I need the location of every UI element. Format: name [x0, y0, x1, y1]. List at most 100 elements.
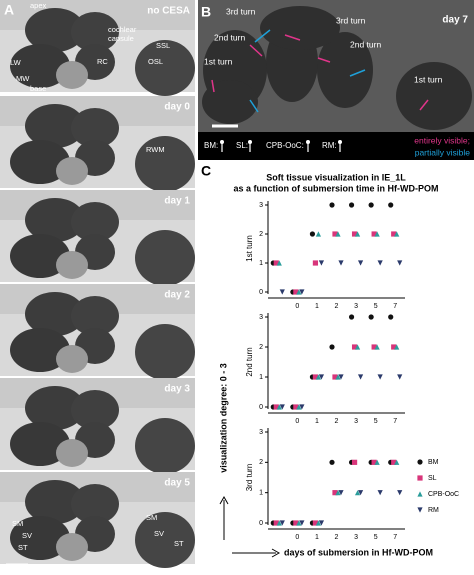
legend-label: CPB-OoC: — [266, 141, 304, 150]
visibility-key: partially visible — [415, 147, 471, 157]
data-point — [371, 344, 377, 350]
data-point — [293, 289, 299, 295]
chart-title: Soft tissue visualization in IE_1L — [266, 172, 406, 182]
arrow — [419, 99, 429, 111]
cochlea-turn — [135, 418, 195, 474]
cochlea-turn — [25, 104, 85, 148]
x-tick-label: 2 — [335, 418, 339, 425]
data-point — [394, 459, 400, 465]
data-point — [348, 202, 355, 208]
data-point — [351, 459, 358, 465]
arrow — [211, 79, 215, 93]
cochlea-turn — [25, 198, 85, 242]
data-point — [293, 520, 299, 526]
data-point — [318, 520, 325, 526]
data-point — [351, 344, 358, 350]
data-point — [338, 374, 344, 380]
data-point — [273, 520, 279, 526]
annotation: OSL — [148, 57, 163, 66]
subplot-title: 3rd turn — [245, 464, 254, 492]
y-tick-label: 2 — [259, 344, 263, 351]
cochlea-turn — [317, 32, 373, 108]
cochlea-turn — [10, 234, 70, 278]
arrow — [249, 44, 263, 57]
data-point — [273, 260, 279, 266]
x-tick-label: 7 — [393, 303, 397, 310]
x-tick-label: 1 — [315, 303, 319, 310]
x-tick-label: 2 — [335, 303, 339, 310]
data-point — [332, 490, 338, 496]
annotation: base — [30, 84, 46, 93]
x-tick-label: 3 — [354, 534, 358, 541]
data-point — [299, 289, 305, 295]
legend-label: BM — [428, 459, 439, 466]
data-point — [374, 231, 380, 237]
panel-label: no CESA — [147, 6, 190, 17]
cochlea-turn — [10, 44, 70, 88]
y-tick-label: 3 — [259, 314, 263, 321]
x-tick-label: 0 — [295, 534, 299, 541]
data-point — [388, 314, 394, 320]
cochlea-turn — [71, 108, 119, 148]
data-point — [273, 404, 279, 410]
x-tick-label: 0 — [295, 303, 299, 310]
data-point — [351, 231, 358, 237]
panel-letter: B — [201, 4, 211, 20]
legend-icon — [306, 140, 310, 144]
data-point — [377, 374, 383, 380]
data-point — [397, 260, 403, 266]
data-point — [276, 404, 282, 410]
panel-label: day 1 — [164, 196, 190, 207]
annotation: RC — [97, 57, 108, 66]
annotation: 3rd turn — [226, 6, 256, 16]
modiolus — [56, 61, 88, 89]
data-point — [397, 374, 403, 380]
annotation: SM — [146, 513, 157, 522]
cochlea-turn — [10, 422, 70, 466]
data-point — [357, 490, 364, 496]
annotation: MW — [16, 74, 30, 83]
arrow — [349, 69, 366, 77]
data-point — [296, 404, 302, 410]
panel-label: day 0 — [164, 102, 190, 113]
annotation: ST — [18, 543, 28, 552]
legend-label: CPB-OoC — [428, 491, 459, 498]
arrow — [317, 57, 331, 63]
annotation: LW — [10, 58, 22, 67]
legend-marker — [417, 475, 423, 481]
data-point — [329, 459, 335, 465]
data-point — [279, 520, 285, 526]
y-tick-label: 3 — [259, 429, 263, 436]
data-point — [368, 202, 374, 208]
x-tick-label: 7 — [393, 534, 397, 541]
data-point — [391, 231, 397, 237]
cochlea-turn — [71, 390, 119, 430]
data-point — [293, 404, 299, 410]
legend-marker — [417, 459, 423, 465]
cochlea-turn — [396, 62, 472, 130]
annotation: 2nd turn — [214, 32, 245, 42]
legend-marker — [417, 507, 423, 513]
cochlea-turn — [260, 6, 340, 50]
chart-title: as a function of submersion time in Hf-W… — [233, 183, 438, 193]
data-point — [388, 202, 394, 208]
x-tick-label: 2 — [335, 534, 339, 541]
cochlea-turn — [71, 484, 119, 524]
cochlea-turn — [135, 512, 195, 568]
data-point — [374, 344, 380, 350]
panel-label: day 7 — [442, 15, 468, 26]
legend-band — [198, 132, 474, 160]
data-point — [371, 231, 377, 237]
cochlea-turn — [25, 480, 85, 524]
data-point — [312, 260, 319, 266]
annotation: SSL — [156, 41, 170, 50]
x-tick-label: 0 — [295, 418, 299, 425]
data-point — [354, 231, 361, 237]
annotation: 1st turn — [414, 74, 443, 84]
legend-label: BM: — [204, 141, 218, 150]
data-point — [296, 520, 302, 526]
data-point — [357, 374, 364, 380]
annotation: SV — [22, 531, 32, 540]
data-point — [354, 344, 361, 350]
